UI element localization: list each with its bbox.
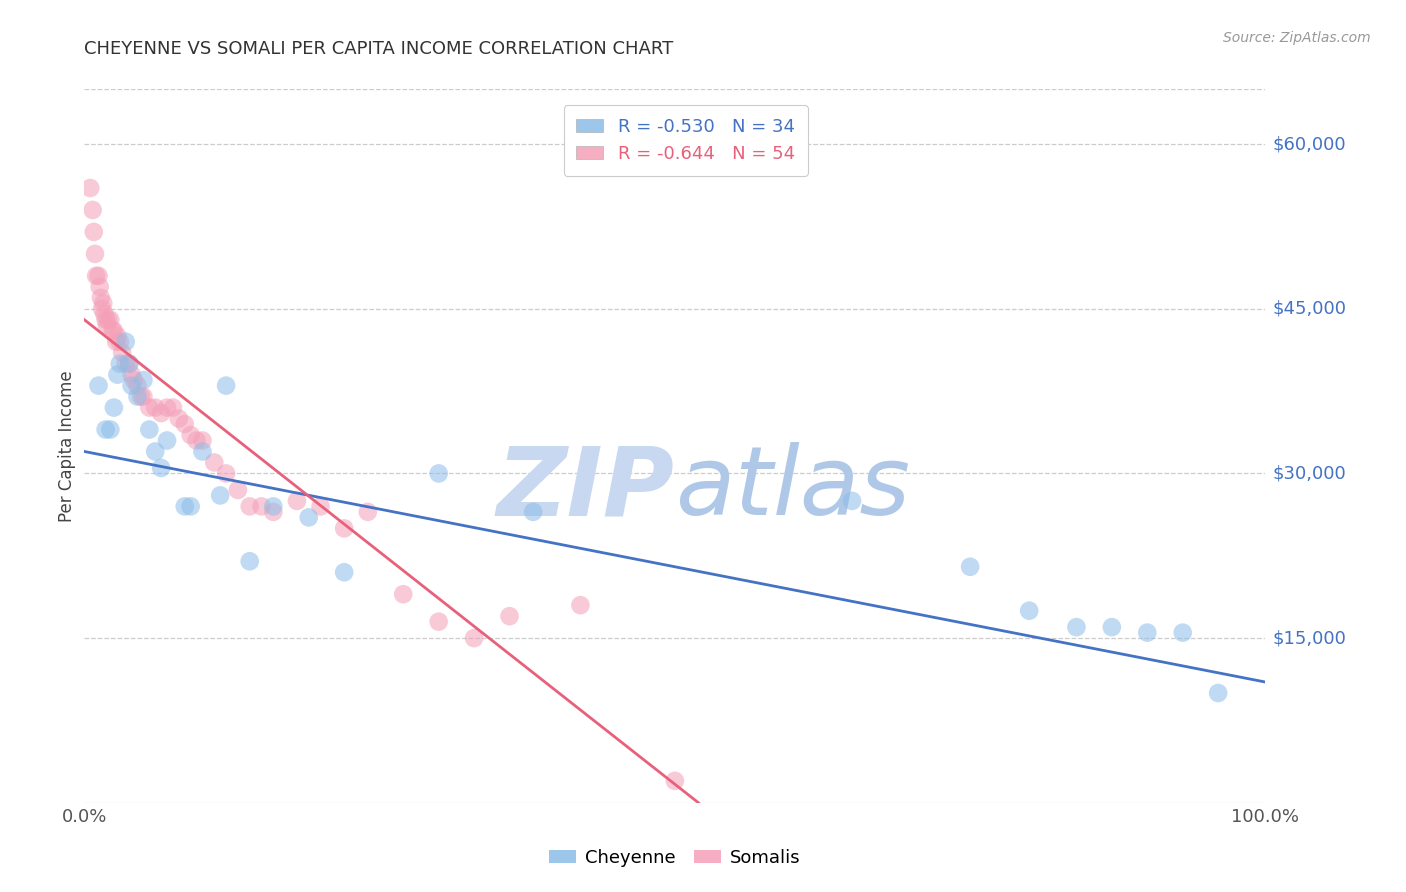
Text: $45,000: $45,000 (1272, 300, 1347, 318)
Point (1206, 686, 1229, 700)
Point (121, 368, 143, 382)
Point (392, 587, 415, 601)
Point (111, 345, 134, 359)
Legend: R = -0.530   N = 34, R = -0.644   N = 54: R = -0.530 N = 34, R = -0.644 N = 54 (564, 105, 807, 176)
Text: $30,000: $30,000 (1272, 465, 1346, 483)
Point (1136, 625, 1159, 640)
Point (1066, 620, 1088, 634)
Point (121, 378, 143, 392)
Point (114, 357, 136, 371)
Point (103, 324, 125, 338)
Point (84, 268, 107, 283)
Point (97, 312, 120, 326)
Point (191, 444, 214, 458)
Point (143, 444, 166, 458)
Point (162, 401, 184, 415)
Point (664, 773, 686, 788)
Point (173, 417, 195, 431)
Point (156, 401, 179, 415)
Point (127, 390, 149, 404)
Point (173, 500, 195, 514)
Point (180, 428, 202, 442)
Point (262, 500, 284, 514)
Point (132, 390, 155, 404)
Point (87, 268, 110, 283)
Point (93, 307, 115, 321)
Point (150, 406, 173, 420)
Text: ZIP: ZIP (496, 442, 675, 535)
Point (569, 598, 592, 612)
Point (239, 500, 262, 514)
Point (841, 494, 863, 508)
Point (191, 434, 214, 448)
Point (94, 423, 117, 437)
Point (522, 505, 544, 519)
Point (262, 505, 284, 519)
Point (226, 483, 249, 497)
Point (90, 291, 112, 305)
Point (959, 559, 981, 574)
Point (122, 373, 145, 387)
Point (82, 202, 104, 217)
Point (1018, 604, 1040, 618)
Point (108, 334, 131, 349)
Legend: Cheyenne, Somalis: Cheyenne, Somalis (541, 842, 808, 874)
Point (250, 500, 273, 514)
Point (84, 247, 107, 261)
Text: Source: ZipAtlas.com: Source: ZipAtlas.com (1223, 31, 1371, 45)
Point (91, 301, 114, 316)
Point (114, 334, 136, 349)
Point (209, 488, 232, 502)
Point (94, 312, 117, 326)
Point (167, 411, 190, 425)
Point (127, 378, 149, 392)
Point (98, 312, 121, 326)
Point (333, 566, 356, 580)
Point (105, 334, 128, 349)
Point (91, 296, 114, 310)
Point (357, 505, 380, 519)
Text: $60,000: $60,000 (1272, 135, 1346, 153)
Point (79, 181, 101, 195)
Point (215, 378, 238, 392)
Point (285, 494, 308, 508)
Point (138, 423, 160, 437)
Point (298, 510, 321, 524)
Point (101, 324, 124, 338)
Y-axis label: Per Capita Income: Per Capita Income (58, 370, 76, 522)
Point (83, 225, 105, 239)
Point (132, 373, 155, 387)
Point (1171, 625, 1194, 640)
Point (427, 467, 450, 481)
Point (108, 357, 131, 371)
Text: $15,000: $15,000 (1272, 629, 1347, 647)
Point (98, 423, 121, 437)
Point (1101, 620, 1123, 634)
Point (143, 401, 166, 415)
Point (215, 467, 238, 481)
Point (239, 554, 262, 568)
Point (463, 631, 485, 645)
Point (156, 434, 179, 448)
Point (150, 461, 173, 475)
Point (107, 368, 129, 382)
Text: CHEYENNE VS SOMALI PER CAPITA INCOME CORRELATION CHART: CHEYENNE VS SOMALI PER CAPITA INCOME COR… (84, 40, 673, 58)
Point (186, 434, 208, 448)
Point (129, 390, 152, 404)
Point (107, 329, 129, 343)
Point (309, 500, 332, 514)
Point (118, 357, 141, 371)
Text: atlas: atlas (675, 442, 910, 535)
Point (87, 378, 110, 392)
Point (427, 615, 450, 629)
Point (103, 401, 125, 415)
Point (89, 280, 111, 294)
Point (202, 455, 225, 469)
Point (498, 609, 520, 624)
Point (180, 500, 202, 514)
Point (333, 521, 356, 535)
Point (118, 357, 141, 371)
Point (138, 401, 160, 415)
Point (96, 318, 118, 333)
